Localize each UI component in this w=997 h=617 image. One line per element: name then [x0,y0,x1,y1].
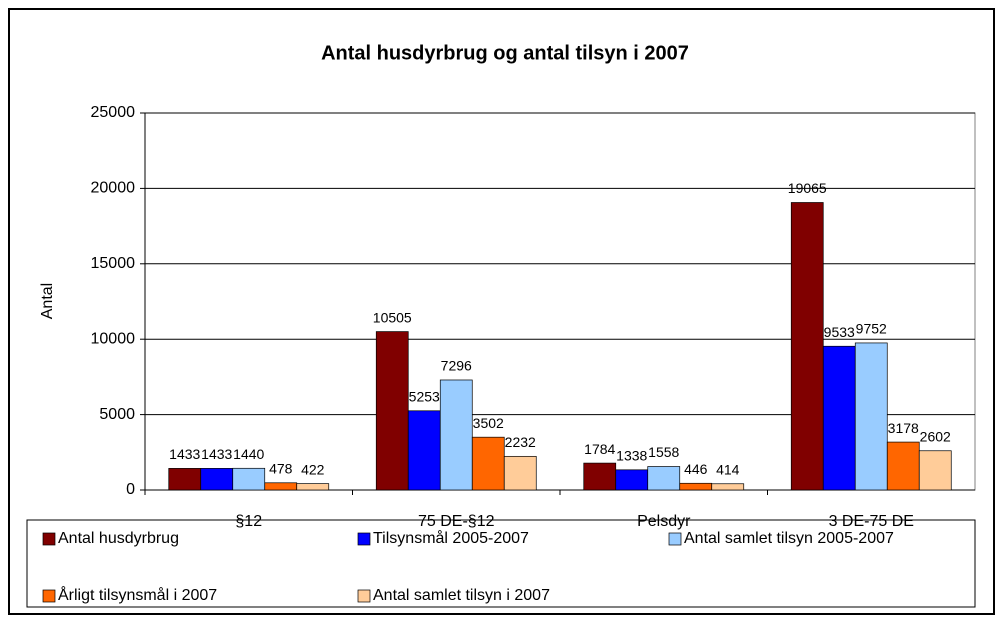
bar [918,450,952,491]
bar [200,468,234,491]
y-tick-label: 20000 [91,180,136,197]
bar [503,455,537,491]
data-label: 1784 [584,441,615,457]
y-axis-label: Antal [39,283,56,319]
data-label: 1338 [616,448,647,464]
legend-swatch [357,532,371,546]
data-label: 5253 [409,388,440,404]
bar [583,462,617,491]
data-label: 9752 [856,321,887,337]
legend-label: Antal samlet tilsyn i 2007 [373,587,550,604]
bar [711,483,745,491]
data-label: 9533 [824,324,855,340]
data-label: 3178 [888,420,919,436]
legend-label: Antal husdyrbrug [58,530,179,547]
bar [407,410,441,491]
y-tick-label: 10000 [91,330,136,347]
x-tick-label: §12 [235,513,262,530]
bar [375,331,409,491]
data-label: 2232 [505,434,536,450]
chart-title: Antal husdyrbrug og antal tilsyn i 2007 [321,42,689,64]
data-label: 10505 [373,309,412,325]
data-label: 2602 [920,428,951,444]
legend-label: Årligt tilsynsmål i 2007 [58,585,217,604]
data-label: 7296 [441,358,472,374]
data-label: 446 [684,461,708,477]
bar [679,482,713,491]
y-tick-label: 0 [126,481,135,498]
x-tick-label: 75 DE-§12 [418,513,495,530]
legend-swatch [357,589,371,603]
legend-swatch [42,589,56,603]
x-tick-label: 3 DE-75 DE [829,513,914,530]
bar [264,482,298,491]
data-label: 19065 [788,180,827,196]
bar [471,436,505,491]
data-label: 1433 [201,446,232,462]
bar [439,379,473,491]
y-tick-label: 5000 [99,406,135,423]
bar [822,345,856,491]
bar [854,342,888,491]
data-label: 414 [716,461,740,477]
y-tick-label: 25000 [91,104,136,121]
bar [296,483,330,491]
legend-label: Antal samlet tilsyn 2005-2007 [684,530,894,547]
x-tick-label: Pelsdyr [637,513,691,530]
data-label: 478 [269,460,293,476]
data-label: 1440 [233,446,264,462]
y-tick-label: 15000 [91,255,136,272]
bar [886,441,920,491]
data-label: 1433 [169,446,200,462]
data-label: 422 [301,461,325,477]
bar [232,467,266,491]
legend-box [26,519,976,608]
legend-swatch [42,532,56,546]
bar [615,469,649,491]
bar [647,466,681,491]
bar [168,468,202,491]
legend-label: Tilsynsmål 2005-2007 [373,529,529,547]
legend-swatch [668,532,682,546]
data-label: 3502 [473,415,504,431]
bar [790,202,824,491]
data-label: 1558 [648,444,679,460]
